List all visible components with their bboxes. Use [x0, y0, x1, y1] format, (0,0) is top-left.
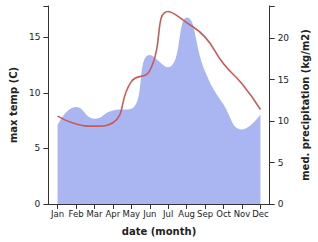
svg-text:15: 15	[29, 32, 40, 42]
svg-text:Aug: Aug	[178, 209, 195, 219]
svg-text:Nov: Nov	[234, 209, 251, 219]
svg-text:15: 15	[278, 75, 289, 85]
svg-text:Oct: Oct	[216, 209, 231, 219]
svg-text:Sep: Sep	[197, 209, 213, 219]
svg-text:Jul: Jul	[162, 209, 173, 219]
svg-text:Dec: Dec	[252, 209, 269, 219]
svg-text:Mar: Mar	[86, 209, 103, 219]
svg-text:5: 5	[35, 143, 41, 153]
svg-text:Feb: Feb	[68, 209, 83, 219]
svg-text:10: 10	[278, 116, 290, 126]
svg-text:med. precipitation (kg/m2): med. precipitation (kg/m2)	[300, 29, 311, 181]
svg-text:0: 0	[35, 199, 41, 209]
svg-text:20: 20	[278, 33, 290, 43]
svg-text:0: 0	[278, 199, 284, 209]
svg-text:date (month): date (month)	[122, 226, 196, 237]
svg-text:5: 5	[278, 158, 284, 168]
svg-text:Jan: Jan	[50, 209, 64, 219]
svg-text:May: May	[123, 209, 141, 219]
svg-text:10: 10	[29, 88, 41, 98]
svg-text:Jun: Jun	[142, 209, 156, 219]
svg-text:max temp (C): max temp (C)	[8, 67, 19, 143]
svg-text:Apr: Apr	[106, 209, 121, 219]
